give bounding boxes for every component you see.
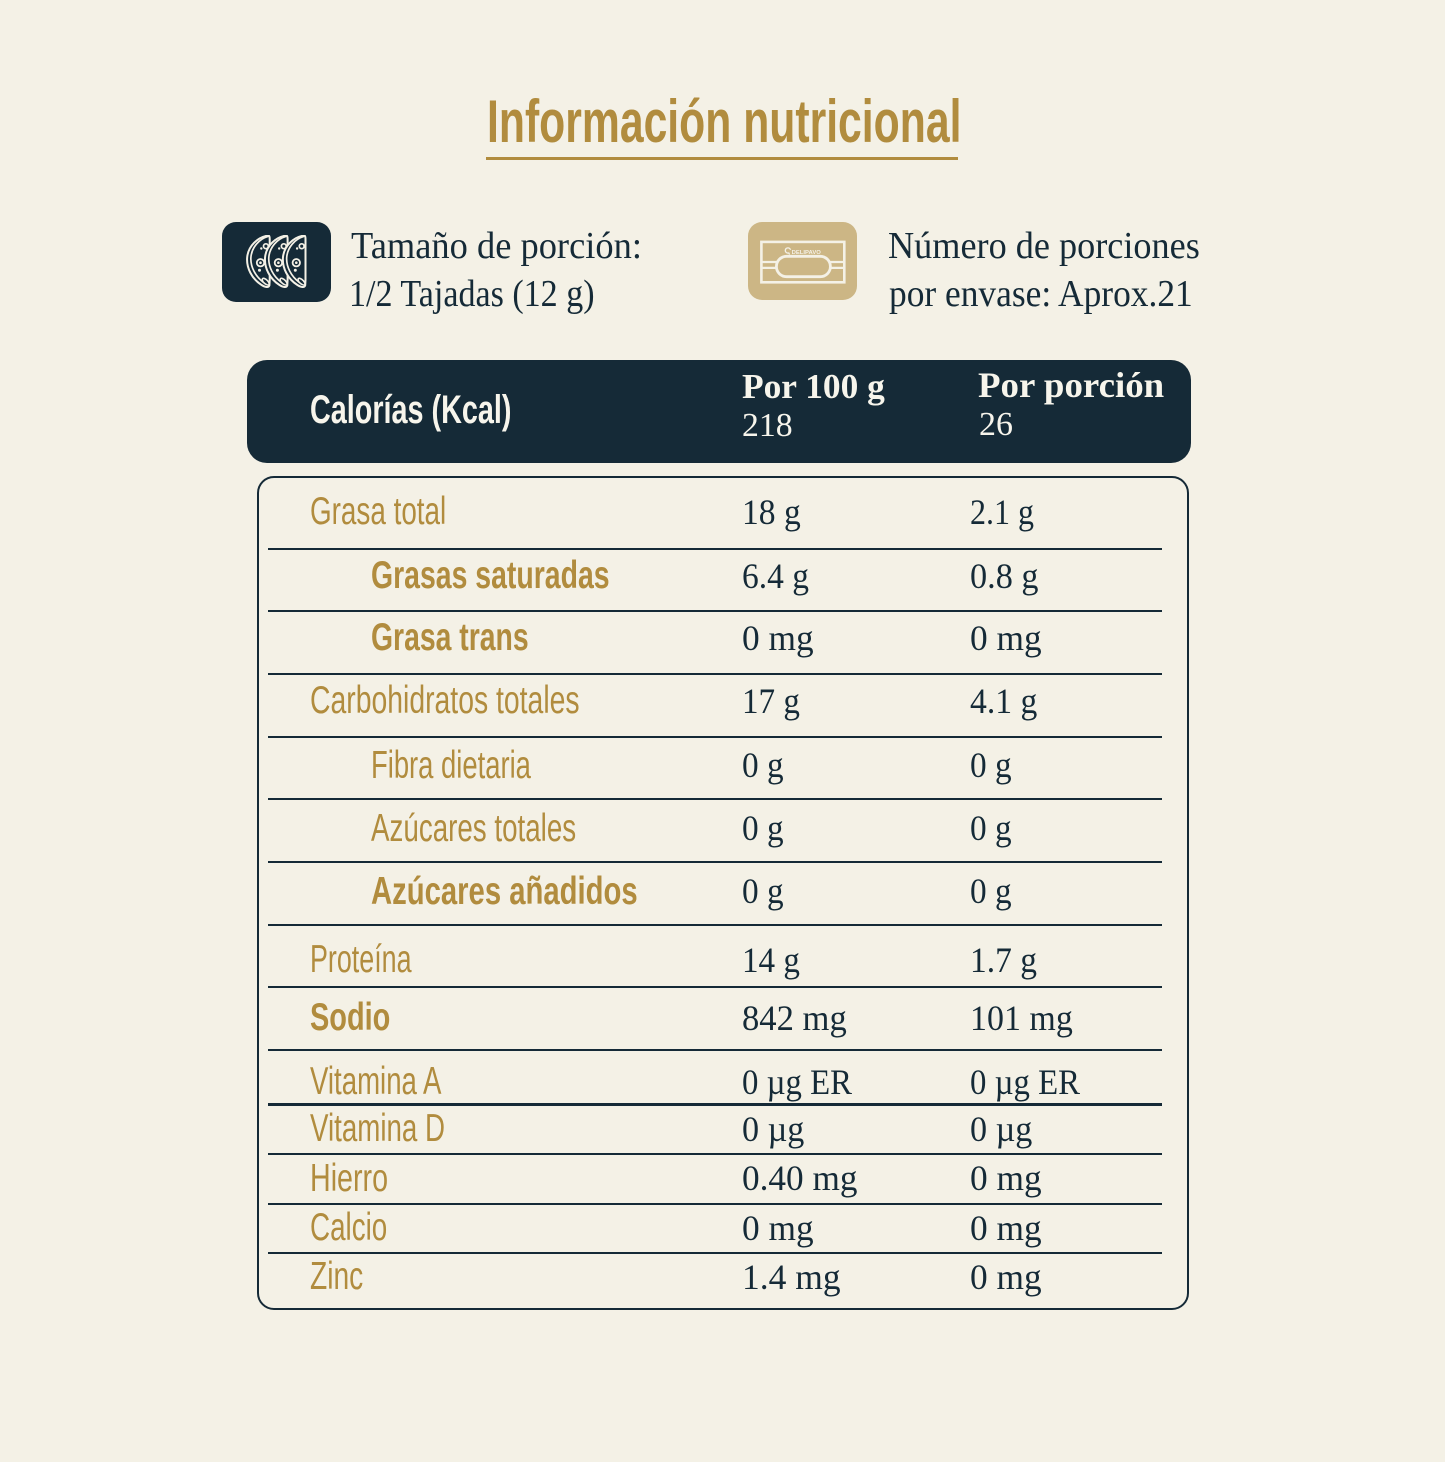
svg-text:DELIPAVO: DELIPAVO: [791, 250, 821, 256]
